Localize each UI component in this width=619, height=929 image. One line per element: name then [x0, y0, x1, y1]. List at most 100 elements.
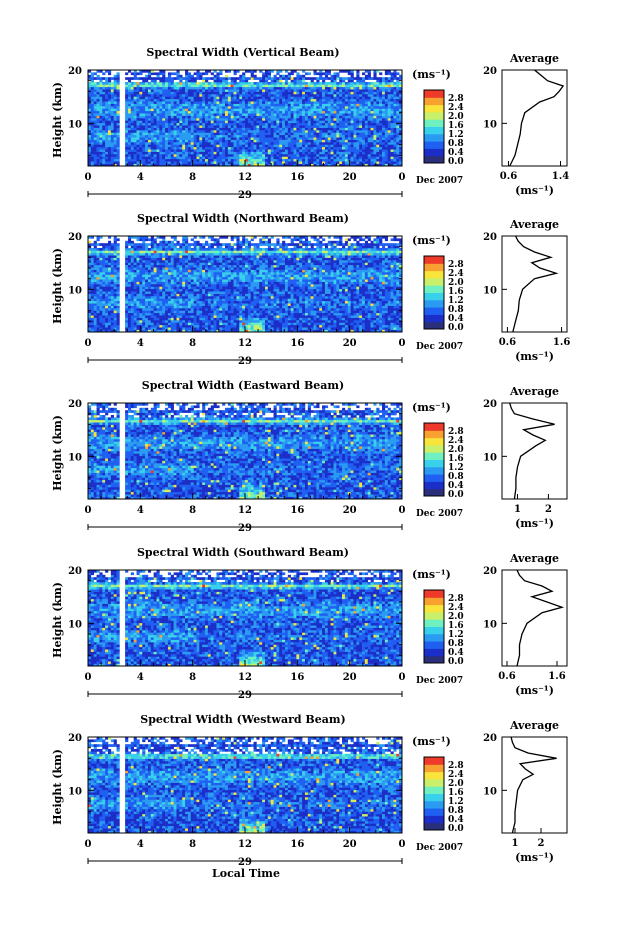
colorbar-segment: [424, 772, 444, 780]
date-label: Dec 2007: [416, 342, 463, 352]
colorbar-tick-label: 0.4: [448, 481, 464, 491]
colorbar-segment: [424, 634, 444, 642]
avg-x-tick-label: 0.6: [500, 171, 517, 182]
colorbar-segment: [424, 263, 444, 271]
colorbar-tick-label: 1.6: [448, 121, 464, 131]
avg-x-tick-label: 1.6: [553, 337, 570, 348]
date-label: Dec 2007: [416, 843, 463, 853]
colorbar-segment: [424, 605, 444, 613]
heatmap-cells: [88, 570, 402, 666]
y-axis-label: Height (km): [51, 582, 64, 658]
x-tick-label: 12: [238, 172, 252, 183]
avg-x-tick-label: 0.6: [499, 337, 516, 348]
colorbar-tick-label: 2.4: [448, 603, 464, 613]
colorbar-tick-label: 0.8: [448, 305, 464, 315]
avg-y-tick-label: 20: [483, 733, 497, 744]
colorbar-segment: [424, 823, 444, 831]
x-tick-label: 8: [189, 672, 196, 683]
colorbar-segment: [424, 627, 444, 635]
colorbar-tick-label: 2.8: [448, 427, 464, 437]
colorbar-unit: (ms⁻¹): [412, 735, 451, 748]
colorbar-segment: [424, 271, 444, 279]
colorbar-segment: [424, 134, 444, 142]
x-tick-label: 16: [290, 505, 304, 516]
day-label: 29: [238, 190, 252, 201]
colorbar-tick-label: 0.8: [448, 472, 464, 482]
panel-title: Spectral Width (Eastward Beam): [142, 379, 344, 392]
panel-3: Spectral Width (Eastward Beam) Height (km…: [51, 379, 567, 534]
colorbar-segment: [424, 156, 444, 164]
colorbar-tick-label: 2.4: [448, 103, 464, 113]
panel-4: Spectral Width (Southward Beam)Height (k…: [51, 546, 567, 701]
colorbar-segment: [424, 474, 444, 482]
y-axis-label: Height (km): [51, 415, 64, 491]
heatmap-cells: [88, 70, 402, 166]
colorbar-tick-label: 2.8: [448, 594, 464, 604]
y-tick-label: 20: [68, 66, 82, 77]
x-tick-label: 20: [343, 338, 357, 349]
colorbar-segment: [424, 278, 444, 286]
panel-1: Spectral Width (Vertical Beam)Height (km…: [51, 46, 569, 201]
average-frame: [502, 236, 567, 332]
colorbar-unit: (ms⁻¹): [412, 68, 451, 81]
colorbar-tick-label: 0.0: [448, 157, 464, 167]
average-title: Average: [509, 385, 559, 398]
x-tick-label: 0: [85, 839, 92, 850]
colorbar-segment: [424, 460, 444, 468]
colorbar-unit: (ms⁻¹): [412, 234, 451, 247]
colorbar-segment: [424, 656, 444, 664]
colorbar-tick-label: 1.2: [448, 296, 464, 306]
colorbar-segment: [424, 285, 444, 293]
x-tick-label: 8: [189, 505, 196, 516]
x-tick-label: 16: [290, 672, 304, 683]
colorbar-segment: [424, 112, 444, 120]
panel-title: Spectral Width (Westward Beam): [140, 713, 345, 726]
x-tick-label: 0: [399, 839, 406, 850]
day-label: 29: [238, 523, 252, 534]
colorbar-tick-label: 2.8: [448, 761, 464, 771]
colorbar-segment: [424, 445, 444, 453]
avg-x-label: (ms⁻¹): [515, 851, 554, 864]
heatmap-cells: [88, 236, 402, 332]
colorbar-tick-label: 2.0: [448, 779, 464, 789]
avg-x-tick-label: 1: [514, 504, 521, 515]
x-tick-label: 4: [137, 839, 144, 850]
y-tick-label: 10: [68, 285, 82, 296]
colorbar-segment: [424, 148, 444, 156]
colorbar-tick-label: 0.4: [448, 148, 464, 158]
colorbar-segment: [424, 597, 444, 605]
colorbar-segment: [424, 764, 444, 772]
heatmap-cells: [88, 737, 402, 833]
avg-x-label: (ms⁻¹): [515, 184, 554, 197]
avg-y-tick-label: 20: [483, 566, 497, 577]
colorbar-tick-label: 0.8: [448, 139, 464, 149]
day-label: 29: [238, 356, 252, 367]
colorbar-segment: [424, 307, 444, 315]
colorbar-tick-label: 0.8: [448, 806, 464, 816]
x-tick-label: 4: [137, 505, 144, 516]
colorbar-segment: [424, 430, 444, 438]
colorbar-segment: [424, 794, 444, 802]
colorbar-segment: [424, 452, 444, 460]
x-tick-label: 12: [238, 672, 252, 683]
avg-x-tick-label: 2: [538, 838, 545, 849]
avg-x-tick-label: 2: [545, 504, 552, 515]
x-tick-label: 20: [343, 172, 357, 183]
colorbar-segment: [424, 808, 444, 816]
x-tick-label: 0: [399, 338, 406, 349]
avg-y-tick-label: 20: [483, 232, 497, 243]
colorbar-tick-label: 2.0: [448, 278, 464, 288]
avg-y-tick-label: 10: [483, 119, 497, 130]
colorbar-unit: (ms⁻¹): [412, 568, 451, 581]
colorbar-segment: [424, 141, 444, 149]
x-tick-label: 20: [343, 839, 357, 850]
x-tick-label: 0: [399, 505, 406, 516]
panel-title: Spectral Width (Vertical Beam): [146, 46, 339, 59]
x-tick-label: 4: [137, 672, 144, 683]
avg-x-tick-label: 1.6: [548, 671, 565, 682]
x-tick-label: 8: [189, 839, 196, 850]
colorbar-segment: [424, 648, 444, 656]
colorbar-tick-label: 0.0: [448, 824, 464, 834]
